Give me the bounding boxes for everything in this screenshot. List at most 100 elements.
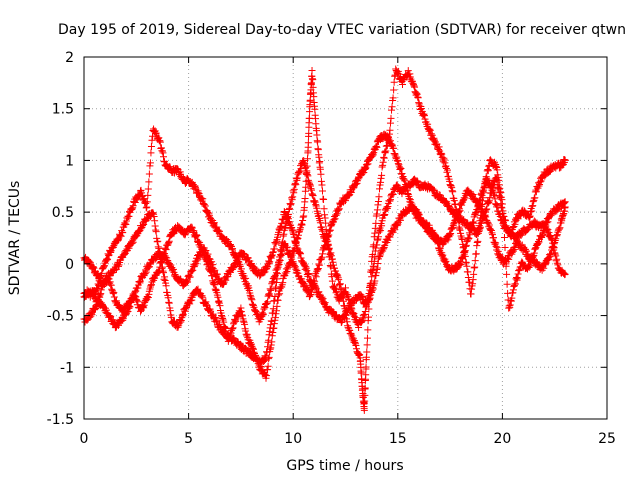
track-2-marker xyxy=(269,278,277,286)
track-3-marker xyxy=(154,243,162,251)
track-3-marker xyxy=(547,250,555,258)
track-1-marker xyxy=(145,290,153,298)
track-1-marker xyxy=(234,313,242,321)
track-4-marker xyxy=(220,280,228,288)
track-2-marker xyxy=(146,159,154,167)
track-4-marker xyxy=(464,235,472,243)
track-3-marker xyxy=(153,234,161,242)
track-2-marker xyxy=(148,136,156,144)
track-2-marker xyxy=(447,182,455,190)
track-3-marker xyxy=(194,285,202,293)
track-1-marker xyxy=(321,214,329,222)
track-4-marker xyxy=(496,212,504,220)
track-2-marker xyxy=(289,187,297,195)
track-4-marker xyxy=(426,227,434,235)
track-4-marker xyxy=(468,225,476,233)
track-2-marker xyxy=(339,294,347,302)
track-2-marker xyxy=(327,249,335,257)
track-4-marker xyxy=(102,306,110,314)
track-1-marker xyxy=(355,324,363,332)
track-2-marker xyxy=(337,285,345,293)
track-3-marker xyxy=(552,235,560,243)
track-4-marker xyxy=(461,247,469,255)
track-4-marker xyxy=(269,248,277,256)
track-2-marker xyxy=(449,188,457,196)
track-2-marker xyxy=(117,232,125,240)
track-2-marker xyxy=(270,274,278,282)
track-2-marker xyxy=(263,299,271,307)
axis-ticks: 0 5 10 15 20 25 -1.5 -1 -0.5 0 0.5 1 1.5 2 xyxy=(47,50,616,447)
track-3-marker xyxy=(101,279,109,287)
track-3-marker xyxy=(292,268,300,276)
track-2-marker xyxy=(399,81,407,89)
track-1-marker xyxy=(373,236,381,244)
track-4-marker xyxy=(88,287,96,295)
track-2-marker xyxy=(237,265,245,273)
track-4-marker xyxy=(240,250,248,258)
track-4-marker xyxy=(230,263,238,271)
track-1-marker xyxy=(476,223,484,231)
track-1-marker xyxy=(85,257,93,265)
track-2-marker xyxy=(337,286,345,294)
track-2-marker xyxy=(430,134,438,142)
track-3-marker xyxy=(219,326,227,334)
track-3-marker xyxy=(290,262,298,270)
track-3-marker xyxy=(391,150,399,158)
track-1-marker xyxy=(294,231,302,239)
track-3-marker xyxy=(342,197,349,205)
track-1-marker xyxy=(216,302,224,310)
track-3-marker xyxy=(440,238,448,246)
track-2-marker xyxy=(313,204,321,212)
track-3-marker xyxy=(448,224,456,232)
track-3-marker xyxy=(561,203,569,211)
track-2-marker xyxy=(144,191,152,199)
track-3-marker xyxy=(373,143,381,151)
track-2-marker xyxy=(380,153,388,161)
track-4-marker xyxy=(491,192,499,200)
track-3-marker xyxy=(152,226,160,234)
track-3-marker xyxy=(521,245,529,253)
track-3-marker xyxy=(485,223,493,231)
track-4-marker xyxy=(488,180,496,188)
track-4-marker xyxy=(290,233,298,241)
track-4-marker xyxy=(369,285,377,293)
track-4-marker xyxy=(417,215,425,223)
track-3-marker xyxy=(167,313,175,321)
track-4-marker xyxy=(380,245,388,253)
track-4-marker xyxy=(478,191,486,199)
track-2-marker xyxy=(173,165,181,173)
track-3-marker xyxy=(264,343,272,351)
track-2-marker xyxy=(498,200,506,208)
track-2-marker xyxy=(381,148,389,156)
track-4-marker xyxy=(90,290,98,298)
track-3-marker xyxy=(271,293,279,301)
track-4-marker xyxy=(182,277,190,285)
track-2-marker xyxy=(456,226,464,234)
track-3-marker xyxy=(272,283,280,291)
track-3-marker xyxy=(540,264,548,272)
track-2-marker xyxy=(374,197,382,205)
track-4-marker xyxy=(490,190,498,198)
track-2-marker xyxy=(159,153,167,161)
track-3-marker xyxy=(352,180,360,188)
track-3-marker xyxy=(317,255,325,263)
track-3-marker xyxy=(269,305,277,313)
y-tick-label: 1.5 xyxy=(52,102,74,118)
track-4-marker xyxy=(129,296,137,304)
track-2-marker xyxy=(304,172,312,180)
track-3-marker xyxy=(163,288,171,296)
track-3-marker xyxy=(403,184,411,192)
track-4-marker xyxy=(303,267,311,275)
track-2-marker xyxy=(98,269,106,277)
track-2-marker xyxy=(215,227,223,235)
track-1-marker xyxy=(486,194,494,202)
track-4-marker xyxy=(119,316,127,324)
track-4-marker xyxy=(197,250,205,258)
track-4-marker xyxy=(204,250,212,258)
track-3-marker xyxy=(524,251,532,259)
track-3-marker xyxy=(165,298,173,306)
track-3-marker xyxy=(318,253,326,261)
track-1-marker xyxy=(386,197,394,205)
track-3-marker xyxy=(273,275,281,283)
track-4-marker xyxy=(136,279,144,287)
